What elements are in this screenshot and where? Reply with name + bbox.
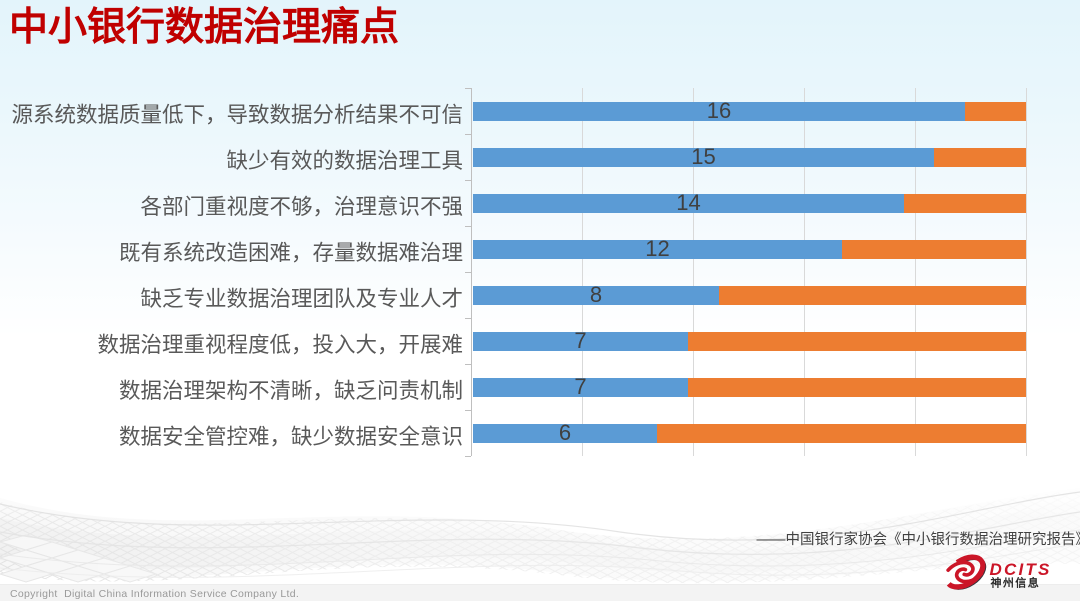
svg-text:DCITS: DCITS bbox=[990, 560, 1052, 579]
svg-text:神州信息: 神州信息 bbox=[991, 576, 1041, 590]
